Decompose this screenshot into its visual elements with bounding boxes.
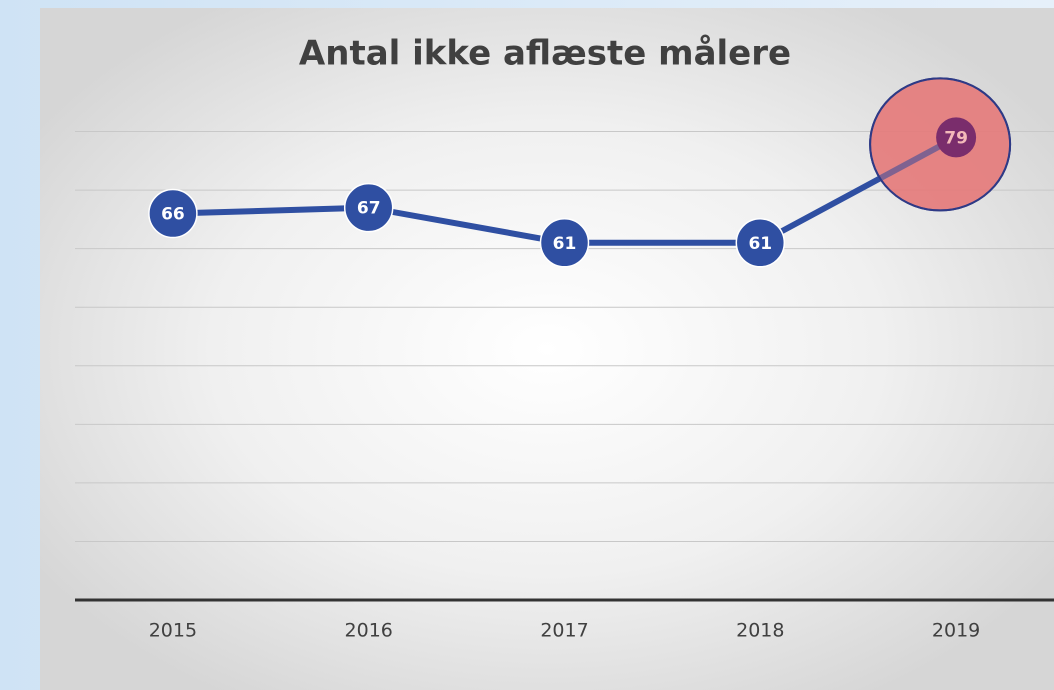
marker — [735, 218, 786, 268]
data-label: 61 — [748, 234, 772, 254]
marker — [148, 188, 198, 239]
x-tick-label: 2015 — [149, 620, 197, 642]
marker — [539, 218, 590, 268]
marker — [343, 182, 394, 233]
data-label: 66 — [161, 205, 185, 225]
data-label: 79 — [944, 128, 968, 148]
data-label: 67 — [357, 199, 381, 219]
marker — [936, 117, 977, 158]
x-tick-label: 2019 — [932, 620, 980, 642]
x-tick-label: 2018 — [736, 620, 784, 642]
x-tick-label: 2017 — [540, 620, 588, 642]
x-tick-label: 2016 — [345, 620, 393, 642]
data-label: 61 — [553, 234, 577, 254]
chart-title: Antal ikke aflæste målere — [299, 34, 791, 74]
